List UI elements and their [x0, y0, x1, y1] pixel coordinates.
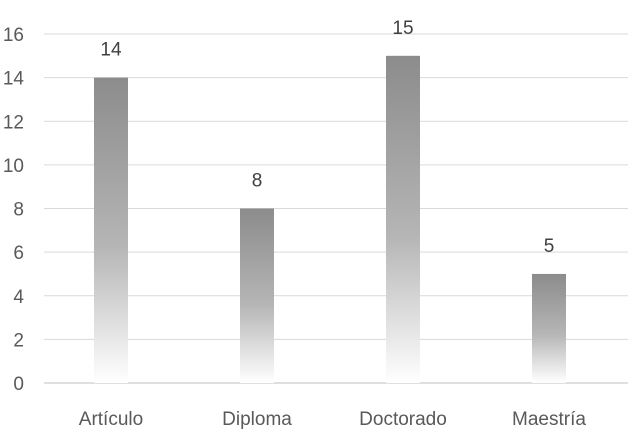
data-label: 14 — [100, 40, 122, 61]
category-label: Doctorado — [359, 409, 447, 430]
y-tick-label: 16 — [3, 25, 24, 46]
y-tick-label: 8 — [13, 200, 24, 221]
data-label: 5 — [544, 236, 555, 257]
x-axis-category-labels: Artículo Diploma Doctorado Maestría — [79, 409, 587, 430]
y-tick-label: 10 — [3, 156, 24, 177]
bars — [94, 55, 566, 383]
y-tick-label: 14 — [3, 69, 25, 90]
y-tick-label: 12 — [3, 112, 24, 133]
y-tick-label: 6 — [13, 243, 24, 264]
category-label: Diploma — [222, 409, 292, 430]
bar-diploma — [240, 208, 274, 383]
bar-doctorado — [386, 55, 420, 383]
bar-artículo — [94, 77, 128, 383]
category-label: Maestría — [512, 409, 586, 430]
category-label: Artículo — [79, 409, 143, 430]
y-tick-label: 2 — [13, 330, 24, 351]
data-label: 8 — [252, 171, 263, 192]
y-tick-label: 4 — [13, 287, 24, 308]
gridlines — [44, 33, 628, 384]
data-label: 15 — [392, 18, 413, 39]
data-labels: 14 8 15 5 — [100, 18, 554, 257]
bar-maestría — [532, 273, 566, 383]
y-tick-label: 0 — [13, 374, 24, 395]
y-axis-tick-labels: 0 2 4 6 8 10 12 14 16 — [3, 25, 25, 395]
